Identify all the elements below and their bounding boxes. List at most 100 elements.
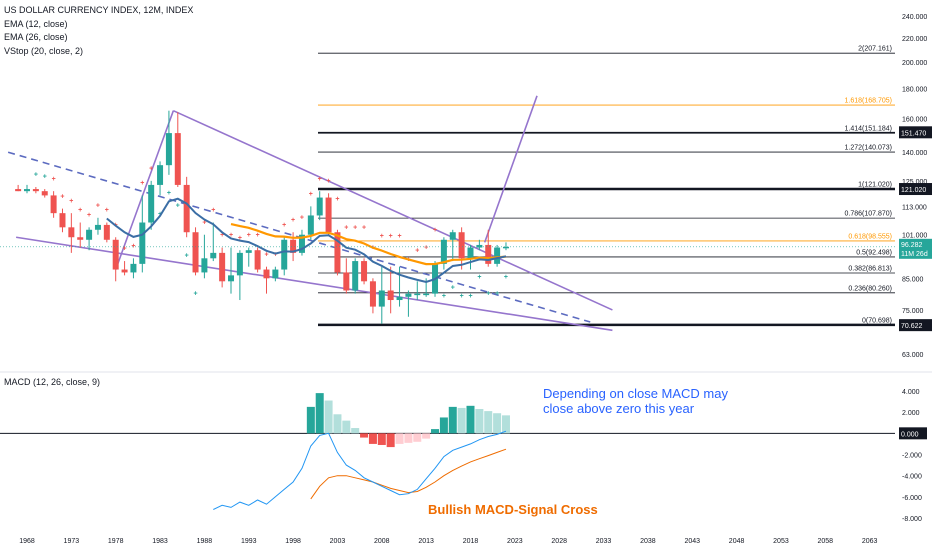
price-label: 70.622 xyxy=(901,323,923,330)
candle-body xyxy=(183,184,190,233)
vstop-marker: + xyxy=(380,233,384,240)
vstop-marker: + xyxy=(433,227,437,234)
vstop-legend[interactable]: VStop (20, close, 2) xyxy=(4,45,84,56)
candle-body xyxy=(307,215,314,235)
macd-axis-tick: -8.000 xyxy=(902,516,922,523)
ema26-legend[interactable]: EMA (26, close) xyxy=(4,32,68,42)
price-label-box xyxy=(899,183,932,196)
candle-body xyxy=(467,247,474,259)
candle-body xyxy=(32,189,39,192)
candle-body xyxy=(423,293,430,296)
price-axis-tick: 160.000 xyxy=(902,116,927,123)
candle-body xyxy=(219,252,226,282)
time-axis-tick: 1968 xyxy=(19,538,35,545)
time-axis-tick: 2053 xyxy=(773,538,789,545)
candle-body xyxy=(68,227,75,238)
time-axis-tick: 2008 xyxy=(374,538,390,545)
fib-level-label: 1(121.020) xyxy=(858,182,892,189)
macd-histogram-bar xyxy=(306,406,315,434)
price-axis-tick: 200.000 xyxy=(902,60,927,67)
macd-histogram-bar xyxy=(448,406,457,434)
ema12-legend[interactable]: EMA (12, close) xyxy=(4,18,68,29)
vstop-marker: + xyxy=(96,202,100,209)
time-axis-tick: 2028 xyxy=(551,538,567,545)
candle-body xyxy=(24,189,30,192)
macd-zero-box xyxy=(899,427,927,440)
candle-body xyxy=(201,258,208,273)
macd-histogram-bar xyxy=(342,420,351,434)
axes: 240.000 220.000 200.000 180.000 160.000 140.0… xyxy=(0,14,932,545)
price-label: 121.020 xyxy=(901,187,926,194)
candle-body xyxy=(334,232,341,273)
time-axis-tick: 2023 xyxy=(507,538,523,545)
macd-histogram-bar xyxy=(475,408,484,434)
price-axis-tick: 140.000 xyxy=(902,150,927,157)
price-label-box xyxy=(899,319,932,332)
vstop-marker: + xyxy=(495,290,499,297)
price-label-box xyxy=(899,126,932,139)
candle-body xyxy=(405,293,412,297)
time-axis-tick: 1973 xyxy=(64,538,80,545)
vstop-marker: + xyxy=(264,251,268,258)
price-axis-tick: 220.000 xyxy=(902,36,927,43)
macd-axis-tick: 4.000 xyxy=(902,389,920,396)
vstop-marker: + xyxy=(300,214,304,221)
vstop-marker: + xyxy=(229,232,233,239)
vstop-marker: + xyxy=(415,247,419,254)
macd-axis-tick: -2.000 xyxy=(902,453,922,460)
vstop-marker: + xyxy=(460,293,464,300)
price-axis-tick: 63.000 xyxy=(902,352,924,359)
candle-body xyxy=(476,244,483,248)
vstop-marker: + xyxy=(238,235,242,242)
macd-pane xyxy=(0,393,895,510)
macd-legend[interactable]: MACD (12, 26, close, 9) xyxy=(4,377,101,387)
time-axis-tick: 2003 xyxy=(330,538,346,545)
candle-body xyxy=(458,232,465,259)
vstop-marker: + xyxy=(185,253,189,260)
last-price-box xyxy=(899,238,932,259)
time-axis-tick: 1988 xyxy=(197,538,213,545)
candle-body xyxy=(228,275,235,282)
vstop-marker: + xyxy=(362,224,366,231)
vstop-marker: + xyxy=(149,166,153,173)
vstop-marker: + xyxy=(318,176,322,183)
vstop-marker: + xyxy=(140,180,144,187)
vstop-marker: + xyxy=(256,232,260,239)
time-axis-tick: 2058 xyxy=(818,538,834,545)
vstop-marker: + xyxy=(105,207,109,214)
vstop-marker: + xyxy=(202,219,206,226)
candle-body xyxy=(343,272,350,291)
fib-level-label: 0.786(107.870) xyxy=(845,211,892,218)
candle-body xyxy=(485,244,492,264)
vstop-marker: + xyxy=(389,233,393,240)
candle-body xyxy=(290,239,297,253)
candle-body xyxy=(352,261,359,291)
macd-histogram-bar xyxy=(493,413,502,434)
symbol-title[interactable]: US DOLLAR CURRENCY INDEX, 12M, INDEX xyxy=(4,5,194,15)
macd-histogram-bar xyxy=(386,433,395,448)
macd-histogram-bar xyxy=(422,433,431,439)
vstop-marker: + xyxy=(43,174,47,181)
fib-level-label: 0(70.698) xyxy=(862,317,892,324)
time-axis-tick: 2063 xyxy=(862,538,878,545)
macd-histogram-bar xyxy=(413,433,422,442)
macd-histogram-bar xyxy=(315,393,324,434)
candle-body xyxy=(165,133,172,166)
vstop-marker: + xyxy=(335,196,339,203)
time-axis-tick: 2018 xyxy=(463,538,479,545)
vstop-marker: + xyxy=(282,222,286,229)
vstop-marker: + xyxy=(211,207,215,214)
candle-body xyxy=(50,195,57,214)
macd-line xyxy=(213,430,507,510)
candle-body xyxy=(245,250,252,253)
vstop-marker: + xyxy=(291,217,295,224)
candle-body xyxy=(192,232,199,273)
candle-body xyxy=(325,197,332,233)
vstop-marker: + xyxy=(309,191,313,198)
vstop-marker: + xyxy=(273,251,277,258)
fib-level-label: 0.5(92.498) xyxy=(856,249,892,256)
vstop-marker: + xyxy=(60,193,64,200)
last-price-label: 96.282 xyxy=(901,242,923,249)
candle-body xyxy=(112,239,119,270)
